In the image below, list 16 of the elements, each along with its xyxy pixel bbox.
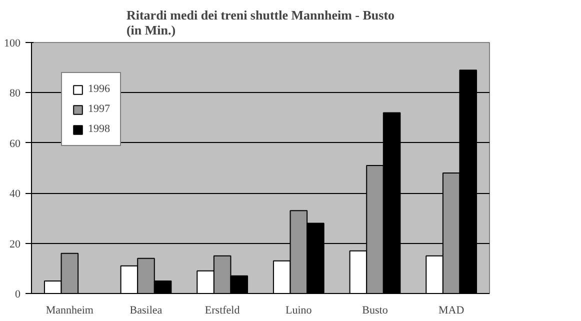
x-tick-label: MAD: [438, 304, 464, 316]
legend-label: 1998: [88, 123, 110, 135]
x-tick-label: Mannheim: [46, 304, 94, 316]
x-tick-label: Busto: [362, 304, 388, 316]
y-tick-label: 20: [10, 238, 21, 250]
x-tick-label: Basilea: [130, 304, 162, 316]
x-tick-label: Erstfeld: [204, 304, 240, 316]
x-tick-label: Luino: [286, 304, 312, 316]
chart-title: Ritardi medi dei treni shuttle Mannheim - Busto (in Min.): [126, 8, 395, 38]
legend-label: 1997: [88, 103, 110, 115]
y-tick-label: 40: [10, 188, 21, 200]
legend-label: 1996: [88, 83, 110, 95]
y-tick-label: 60: [10, 138, 21, 150]
y-tick-label: 0: [15, 288, 21, 300]
y-tick-label: 100: [4, 38, 21, 50]
y-tick-label: 80: [10, 88, 21, 100]
